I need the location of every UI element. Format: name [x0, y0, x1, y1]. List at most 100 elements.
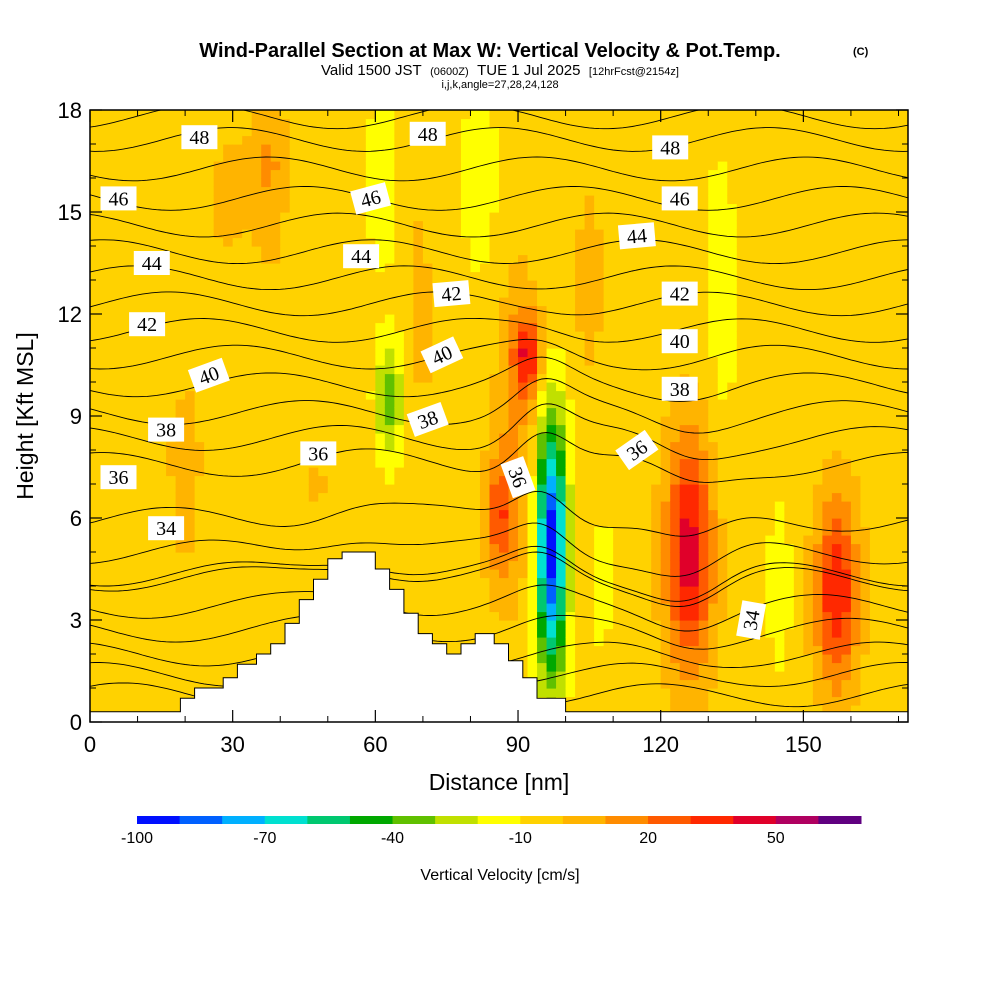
w-cell	[175, 280, 186, 290]
w-cell	[185, 475, 196, 485]
w-cell	[270, 229, 281, 239]
w-cell	[175, 577, 186, 587]
w-cell	[689, 645, 700, 655]
w-cell	[175, 560, 186, 570]
w-cell	[166, 246, 177, 256]
w-cell	[527, 611, 538, 621]
w-cell	[489, 314, 500, 324]
w-cell	[584, 645, 595, 655]
w-cell	[242, 433, 253, 443]
w-cell	[470, 501, 481, 511]
w-cell	[679, 620, 690, 630]
w-cell	[223, 195, 234, 205]
w-cell	[166, 390, 177, 400]
w-cell	[375, 152, 386, 162]
w-cell	[223, 322, 234, 332]
w-cell	[156, 382, 167, 392]
w-cell	[375, 322, 386, 332]
w-cell	[384, 237, 395, 247]
w-cell	[375, 484, 386, 494]
w-cell	[451, 407, 462, 417]
w-cell	[318, 314, 329, 324]
w-cell	[479, 501, 491, 511]
w-cell	[651, 543, 662, 553]
w-cell	[156, 484, 167, 494]
w-cell	[698, 620, 709, 630]
w-cell	[413, 152, 424, 162]
w-cell	[451, 118, 462, 128]
w-cell	[156, 501, 167, 511]
w-cell	[147, 212, 158, 222]
w-cell	[460, 458, 472, 468]
w-cell	[213, 314, 224, 324]
w-cell	[175, 382, 186, 392]
w-cell	[422, 288, 434, 298]
w-cell	[479, 263, 491, 273]
w-cell	[365, 288, 376, 298]
w-cell	[632, 161, 643, 171]
w-cell	[489, 611, 500, 621]
w-cell	[594, 637, 605, 647]
w-cell	[213, 322, 224, 332]
w-cell	[194, 178, 205, 188]
w-cell	[223, 254, 234, 264]
w-cell	[289, 356, 300, 366]
w-cell	[223, 407, 234, 417]
w-cell	[622, 662, 633, 672]
w-cell	[118, 339, 129, 349]
w-cell	[670, 509, 681, 519]
w-cell	[460, 263, 472, 273]
w-cell	[185, 390, 196, 400]
w-cell	[518, 254, 529, 264]
w-cell	[432, 382, 443, 392]
w-cell	[632, 322, 643, 332]
w-cell	[556, 169, 567, 179]
w-cell	[565, 662, 576, 672]
w-cell	[603, 195, 614, 205]
w-cell	[128, 603, 139, 613]
w-cell	[584, 688, 595, 698]
w-cell	[365, 441, 376, 451]
w-cell	[213, 586, 224, 596]
w-cell	[289, 441, 300, 451]
w-cell	[479, 407, 491, 417]
w-cell	[632, 373, 643, 383]
w-cell	[137, 416, 148, 426]
w-cell	[537, 467, 548, 477]
w-cell	[432, 237, 443, 247]
w-cell	[232, 560, 243, 570]
w-cell	[109, 552, 120, 562]
w-cell	[603, 645, 614, 655]
w-cell	[565, 288, 576, 298]
w-cell	[708, 526, 719, 536]
w-cell	[460, 237, 472, 247]
w-cell	[232, 577, 243, 587]
w-cell	[261, 237, 272, 247]
w-cell	[118, 246, 129, 256]
w-cell	[261, 518, 272, 528]
w-cell	[346, 144, 357, 154]
w-cell	[689, 526, 700, 536]
w-cell	[479, 110, 491, 120]
w-cell	[432, 433, 443, 443]
w-cell	[565, 331, 576, 341]
w-cell	[698, 399, 709, 409]
w-cell	[99, 535, 110, 545]
w-cell	[166, 339, 177, 349]
w-cell	[727, 331, 738, 341]
w-cell	[356, 161, 367, 171]
w-cell	[727, 654, 738, 664]
w-cell	[232, 492, 243, 502]
w-cell	[527, 169, 538, 179]
w-cell	[204, 586, 215, 596]
w-cell	[204, 450, 215, 460]
w-cell	[242, 305, 253, 315]
w-cell	[727, 535, 738, 545]
w-cell	[185, 671, 196, 681]
w-cell	[413, 365, 424, 375]
w-cell	[327, 356, 338, 366]
w-cell	[413, 441, 424, 451]
w-cell	[632, 263, 643, 273]
w-cell	[546, 416, 557, 426]
w-cell	[384, 526, 395, 536]
